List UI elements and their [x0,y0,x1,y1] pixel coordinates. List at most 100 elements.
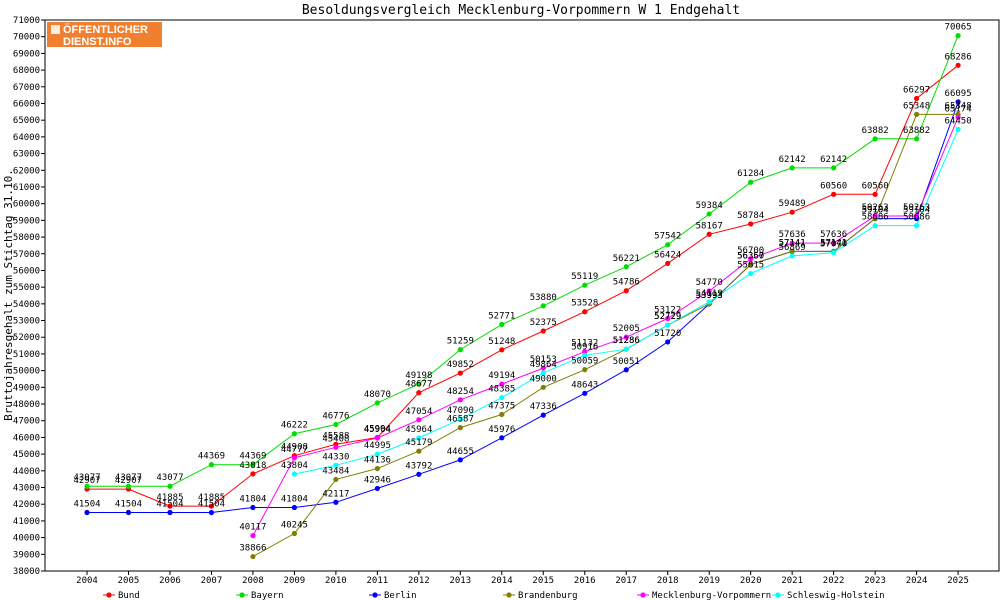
data-label-berlin: 45976 [488,425,515,435]
data-label-bayern: 51259 [447,337,474,347]
logo-mark-icon [51,25,60,34]
data-label-schleswig-holstein: 58686 [862,213,889,223]
x-axis: 2004 2005 2006 2007 2008 2009 2010 2011 2012 2013… [76,571,969,586]
data-label-mecklenburg-vorpommern: 45408 [322,434,349,444]
data-point-brandenburg [333,476,339,483]
data-label-bayern: 44369 [198,452,225,462]
data-point-berlin [582,390,588,396]
y-tick-label: 57000 [13,250,40,260]
data-point-mecklenburg-vorpommern [499,381,505,387]
y-tick-label: 43000 [13,484,40,494]
data-point-berlin [208,509,215,516]
data-label-mecklenburg-vorpommern: 47054 [405,407,432,417]
data-label-bayern: 43077 [115,473,142,483]
data-label-bayern: 43077 [156,473,183,483]
x-tick-label: 2017 [615,576,637,586]
data-point-bayern [872,136,878,142]
data-point-bayern [125,483,132,489]
legend-marker-berlin [372,592,378,598]
data-label-bund: 60560 [820,181,847,191]
data-label-brandenburg: 51286 [613,336,640,346]
data-label-bund: 56424 [654,250,681,260]
plot-frame [44,19,1000,572]
x-tick-label: 2010 [325,576,347,586]
data-point-berlin [333,499,339,505]
data-label-berlin: 51720 [654,329,681,339]
data-point-schleswig-holstein [457,416,463,422]
data-label-bayern: 53880 [530,293,557,303]
data-label-mecklenburg-vorpommern: 56700 [737,246,764,256]
data-label-bund: 49852 [447,360,474,370]
data-label-mecklenburg-vorpommern: 50153 [530,355,557,365]
y-tick-label: 47000 [13,417,40,427]
y-tick-label: 64000 [13,133,40,143]
data-point-brandenburg [748,261,754,268]
data-label-mecklenburg-vorpommern: 54770 [696,278,723,288]
data-point-mecklenburg-vorpommern [706,288,712,294]
data-point-berlin [665,339,671,345]
data-point-bayern [416,381,422,387]
series-lines [84,33,961,560]
data-point-mecklenburg-vorpommern [416,417,422,423]
x-tick-label: 2019 [698,576,720,586]
data-label-brandenburg: 45179 [405,438,432,448]
data-point-bayern [291,431,297,437]
data-point-bayern [84,483,90,489]
data-point-bund [831,191,837,197]
y-tick-label: 46000 [13,433,40,443]
data-point-brandenburg [582,367,588,373]
x-tick-label: 2012 [408,576,430,586]
data-label-mecklenburg-vorpommern: 45964 [364,425,391,435]
data-point-mecklenburg-vorpommern [665,315,671,322]
data-label-bayern: 62142 [820,155,847,165]
y-tick-label: 63000 [13,150,40,160]
data-label-bayern: 55119 [571,272,598,282]
y-tick-label: 41000 [13,517,40,527]
data-point-berlin [167,509,173,516]
data-point-bund [872,191,878,197]
y-tick-label: 48000 [13,400,40,410]
data-label-bund: 51248 [488,337,515,347]
data-point-bayern [582,282,588,288]
data-label-bund: 45588 [322,431,349,441]
data-point-berlin [250,504,256,511]
data-label-berlin: 50051 [613,357,640,367]
data-point-bayern [623,264,629,270]
data-point-schleswig-holstein [333,462,339,468]
x-tick-label: 2005 [118,576,140,586]
data-point-berlin [540,412,546,418]
data-point-mecklenburg-vorpommern [291,455,297,461]
legend-label-mecklenburg-vorpommern: Mecklenburg-Vorpommern [652,591,771,600]
data-point-brandenburg [914,111,920,117]
x-tick-label: 2015 [532,576,554,586]
data-label-brandenburg: 49000 [530,374,557,384]
data-point-mecklenburg-vorpommern [333,444,339,450]
data-label-bund: 59489 [779,199,806,209]
legend-marker-schleswig-holstein [775,592,781,598]
data-label-mecklenburg-vorpommern: 53122 [654,306,681,316]
data-label-schleswig-holstein: 58686 [903,213,930,223]
y-tick-label: 68000 [13,66,40,76]
data-point-mecklenburg-vorpommern [831,240,837,246]
data-label-bund: 53528 [571,299,598,309]
x-tick-label: 2013 [449,576,471,586]
x-tick-label: 2023 [864,576,886,586]
data-label-bayern: 52771 [488,311,515,321]
data-label-berlin: 44655 [447,447,474,457]
data-point-schleswig-holstein [955,126,961,132]
x-tick-label: 2009 [284,576,306,586]
data-point-brandenburg [457,425,463,431]
data-label-bayern: 46776 [322,411,349,421]
data-label-mecklenburg-vorpommern: 57636 [779,230,806,240]
data-point-bund [789,209,795,215]
data-point-bund [582,309,588,315]
data-point-bayern [374,400,380,406]
data-point-bayern [748,179,754,185]
data-point-berlin [499,435,505,441]
data-point-bund [665,260,671,266]
data-label-brandenburg: 47375 [488,401,515,411]
y-tick-label: 42000 [13,500,40,510]
data-point-mecklenburg-vorpommern [872,213,878,219]
y-tick-label: 55000 [13,283,40,293]
